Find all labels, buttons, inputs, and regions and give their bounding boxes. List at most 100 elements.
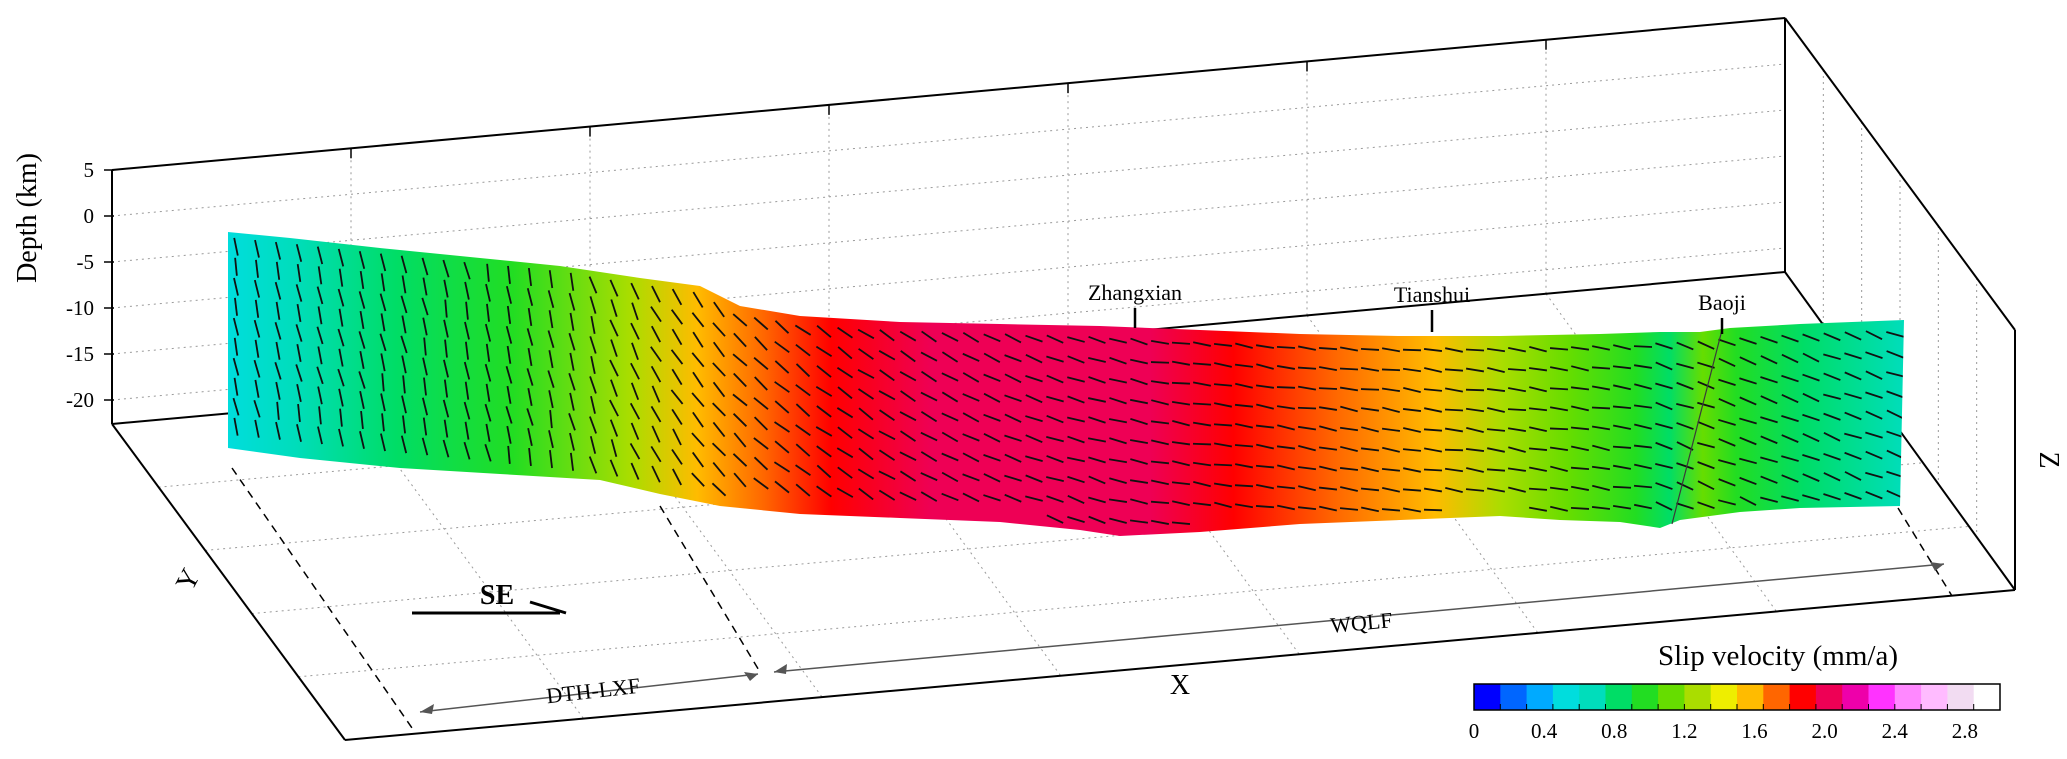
slip-arrow: [816, 485, 832, 498]
direction-arrow-head: [529, 600, 567, 615]
slip-arrow: [1571, 405, 1589, 412]
slip-arrow: [295, 284, 303, 302]
slip-arrow: [1802, 413, 1820, 422]
slip-arrow: [253, 359, 261, 378]
slip-arrow: [754, 336, 768, 351]
z-grid-line: [111, 109, 1786, 263]
slip-arrow: [233, 277, 239, 296]
slip-arrow: [1529, 346, 1547, 353]
colorbar: Slip velocity (mm/a) 0 0.4 0.8 1.2 1.6 2.0 2.4…: [1469, 640, 2001, 743]
slip-arrow: [1739, 436, 1757, 446]
slip-arrow: [879, 329, 895, 342]
slip-arrow: [1381, 508, 1401, 512]
zhangxian-label: Zhangxian: [1088, 280, 1182, 305]
slip-arrow: [983, 352, 1001, 363]
slip-arrow: [941, 332, 959, 342]
slip-arrow: [338, 388, 344, 407]
slip-arrow: [1676, 481, 1694, 491]
slip-arrow: [941, 391, 959, 403]
slip-arrow: [1339, 367, 1359, 371]
slip-arrow: [1067, 376, 1085, 383]
slip-arrow: [733, 372, 747, 388]
slip-arrow: [1402, 507, 1422, 513]
slip-arrow: [548, 350, 554, 369]
colorbar-cell: [1763, 684, 1791, 710]
slip-arrow: [359, 350, 365, 370]
slip-arrow: [1381, 387, 1401, 393]
z-axis-label: Z: [2033, 451, 2064, 468]
slip-arrow: [1088, 376, 1106, 384]
slip-arrow: [358, 251, 366, 269]
colorbar-cell: [1474, 684, 1501, 710]
slip-arrow: [506, 305, 512, 324]
slip-arrow: [1465, 388, 1485, 392]
slip-arrow: [526, 408, 534, 426]
slip-arrow: [941, 351, 959, 363]
slip-arrow: [401, 315, 407, 334]
slip-arrow: [794, 324, 812, 336]
slip-arrow: [1844, 392, 1862, 400]
slip-arrow: [1360, 447, 1380, 452]
slip-arrow: [1802, 373, 1820, 382]
slip-arrow: [1739, 396, 1757, 406]
slip-arrow: [837, 466, 853, 479]
slip-velocity-surface: [228, 232, 1904, 536]
slip-arrow: [1486, 428, 1506, 432]
slip-arrow: [1655, 422, 1673, 430]
slip-arrow: [732, 453, 748, 467]
slip-arrow: [589, 376, 597, 394]
slip-arrow: [899, 470, 917, 482]
slip-arrow: [610, 339, 618, 357]
slip-arrow: [691, 352, 705, 368]
slip-arrow: [548, 310, 554, 329]
slip-arrow: [359, 310, 365, 330]
slip-arrow: [1235, 342, 1253, 349]
slip-arrow: [337, 248, 345, 267]
slip-arrow: [962, 393, 980, 402]
z-tick-label: -10: [66, 296, 94, 320]
segment-break: [1671, 329, 1723, 525]
slip-arrow: [444, 299, 448, 318]
x-axis-label: X: [1170, 670, 1190, 701]
slip-arrow: [692, 371, 704, 388]
slip-arrow: [1549, 347, 1569, 351]
slip-arrow: [1088, 456, 1106, 464]
slip-arrow: [338, 348, 344, 367]
colorbar-cell: [1947, 684, 1975, 710]
slip-arrow: [380, 313, 386, 332]
slip-arrow: [1444, 368, 1464, 372]
slip-arrow: [1613, 344, 1631, 351]
slip-arrow: [1381, 368, 1401, 372]
slip-arrow: [631, 302, 639, 321]
slip-arrow: [1697, 340, 1715, 350]
slip-arrow: [422, 357, 428, 376]
slip-arrow: [568, 413, 576, 431]
slip-arrow: [548, 390, 554, 409]
slip-arrow: [505, 365, 513, 384]
slip-arrow: [526, 328, 534, 346]
slip-arrow: [316, 246, 324, 265]
slip-arrow: [1004, 394, 1022, 403]
slip-arrow: [1340, 405, 1358, 413]
slip-arrow: [1151, 399, 1169, 406]
slip-arrow: [1760, 435, 1778, 445]
slip-arrow: [1549, 366, 1569, 372]
colorbar-tick-label: 1.6: [1741, 719, 1767, 743]
slip-arrow: [1025, 474, 1043, 483]
slip-arrow: [795, 464, 811, 476]
slip-arrow: [443, 379, 449, 398]
slip-arrow: [921, 330, 937, 343]
colorbar-cell: [1631, 684, 1659, 710]
slip-arrow: [1634, 423, 1652, 430]
slip-arrow: [1235, 423, 1253, 429]
slip-arrow: [296, 384, 302, 402]
place-markers: Zhangxian Tianshui Baoji: [1088, 280, 1746, 334]
slip-arrow: [711, 442, 727, 457]
slip-arrow: [1297, 366, 1317, 370]
slip-arrow: [1130, 337, 1148, 346]
slip-arrow: [1130, 458, 1148, 465]
slip-arrow: [295, 324, 303, 342]
slip-arrow: [983, 392, 1001, 403]
z-tick-label: -15: [66, 342, 94, 366]
